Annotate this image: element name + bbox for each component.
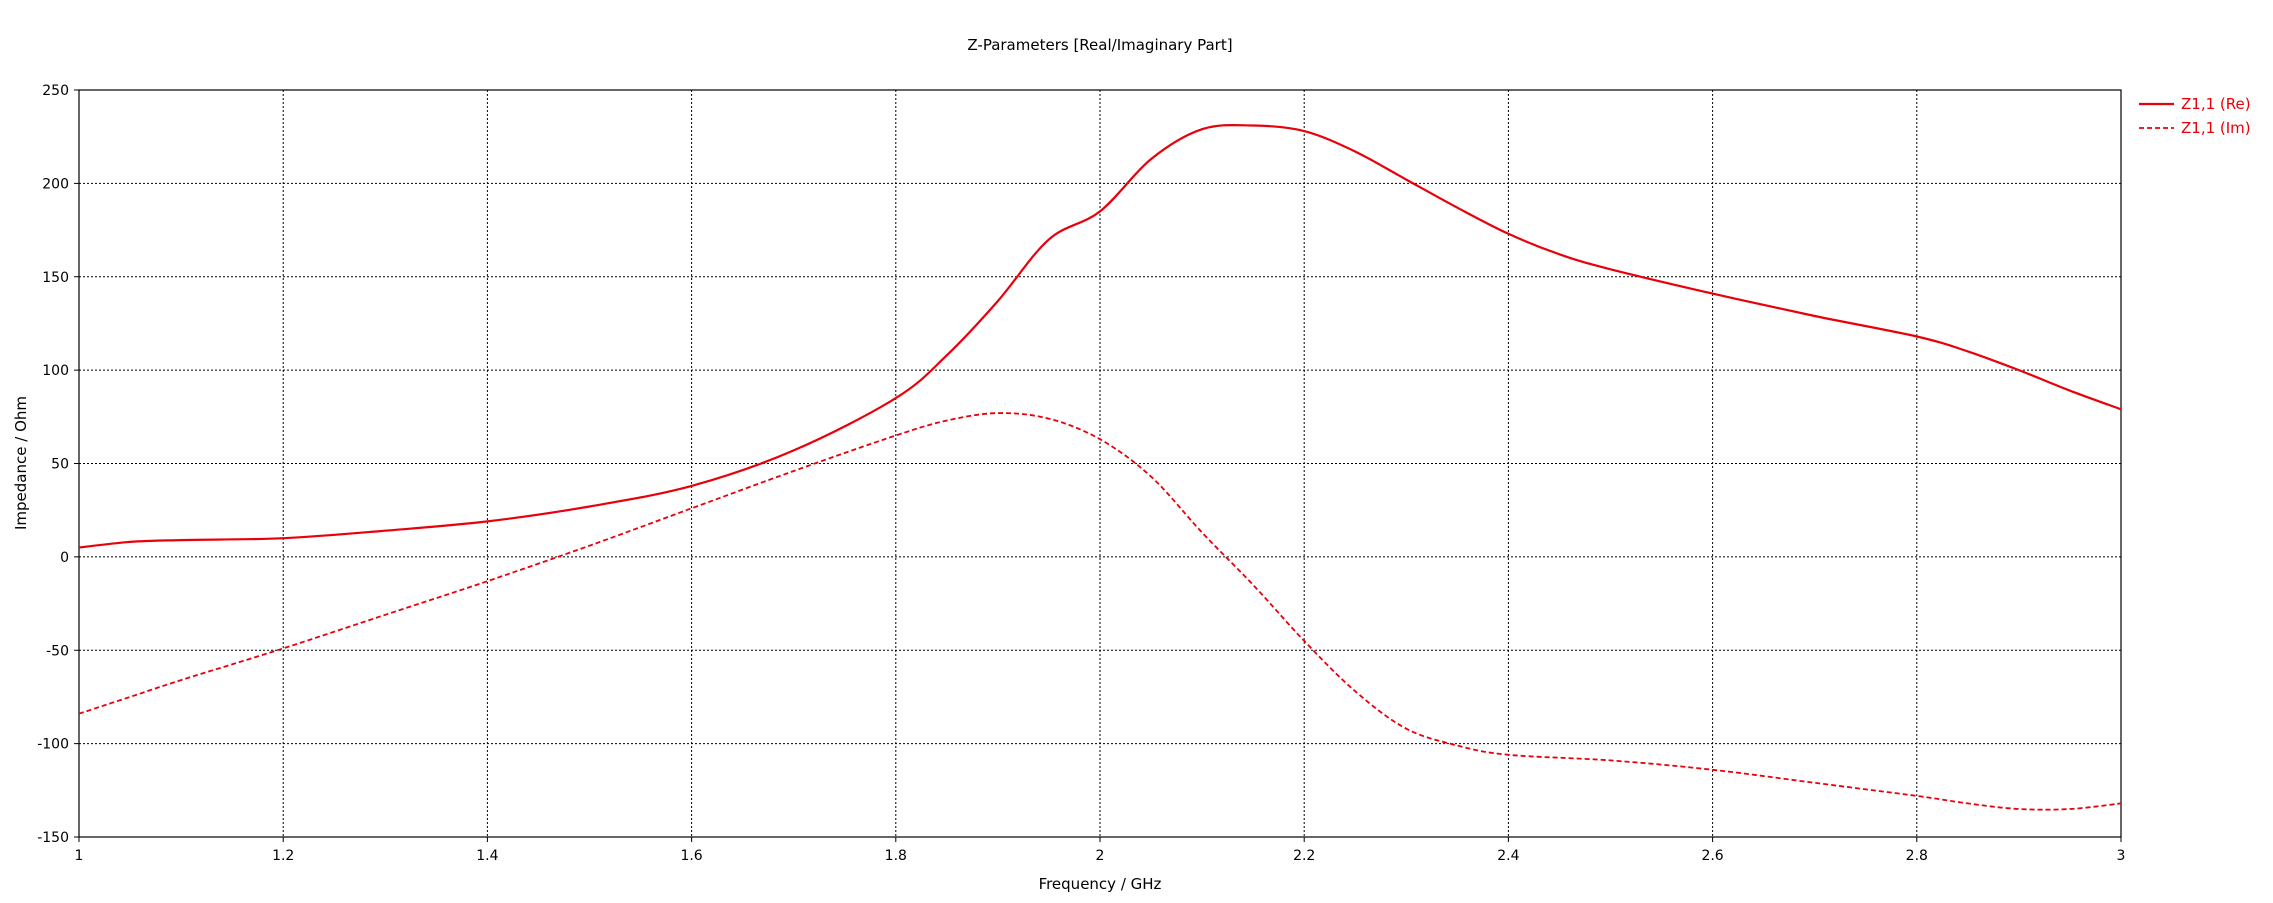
y-tick-label: 100: [42, 363, 69, 379]
x-tick-label: 1: [75, 848, 84, 864]
legend-label-im: Z1,1 (Im): [2181, 119, 2251, 137]
grid: [79, 90, 2121, 837]
x-tick-label: 2: [1096, 848, 1105, 864]
x-tick-label: 1.2: [272, 848, 294, 864]
x-tick-label: 1.6: [680, 848, 702, 864]
y-tick-label: 0: [60, 550, 69, 566]
y-tick-label: 250: [42, 83, 69, 99]
series-layer: [78, 123, 2122, 811]
y-tick-label: 150: [42, 270, 69, 286]
y-tick-label: -50: [46, 643, 69, 659]
legend-label-re: Z1,1 (Re): [2181, 95, 2251, 113]
x-tick-label: 1.8: [885, 848, 907, 864]
series-line-z11-im: [78, 412, 2122, 811]
y-tick-label: -100: [37, 737, 69, 753]
y-tick-label: -150: [37, 830, 69, 846]
x-tick-label: 2.2: [1293, 848, 1315, 864]
y-tick-label: 200: [42, 176, 69, 192]
y-tick-label: 50: [51, 457, 69, 473]
x-tick-label: 2.4: [1497, 848, 1519, 864]
x-axis-label: Frequency / GHz: [1039, 875, 1162, 893]
x-tick-label: 2.8: [1906, 848, 1928, 864]
y-axis-label: Impedance / Ohm: [12, 396, 30, 530]
chart-title: Z-Parameters [Real/Imaginary Part]: [967, 36, 1232, 54]
x-tick-label: 3: [2117, 848, 2126, 864]
y-axis-ticks: -150 -100 -50 0 50 100 150 200 250: [37, 83, 79, 846]
x-axis-ticks: 1 1.2 1.4 1.6 1.8 2 2.2 2.4 2.6 2.8 3: [75, 837, 2126, 864]
x-tick-label: 2.6: [1701, 848, 1723, 864]
x-tick-label: 1.4: [476, 848, 498, 864]
series-line-z11-re: [78, 123, 2122, 549]
legend: Z1,1 (Re) Z1,1 (Im): [2139, 95, 2251, 137]
